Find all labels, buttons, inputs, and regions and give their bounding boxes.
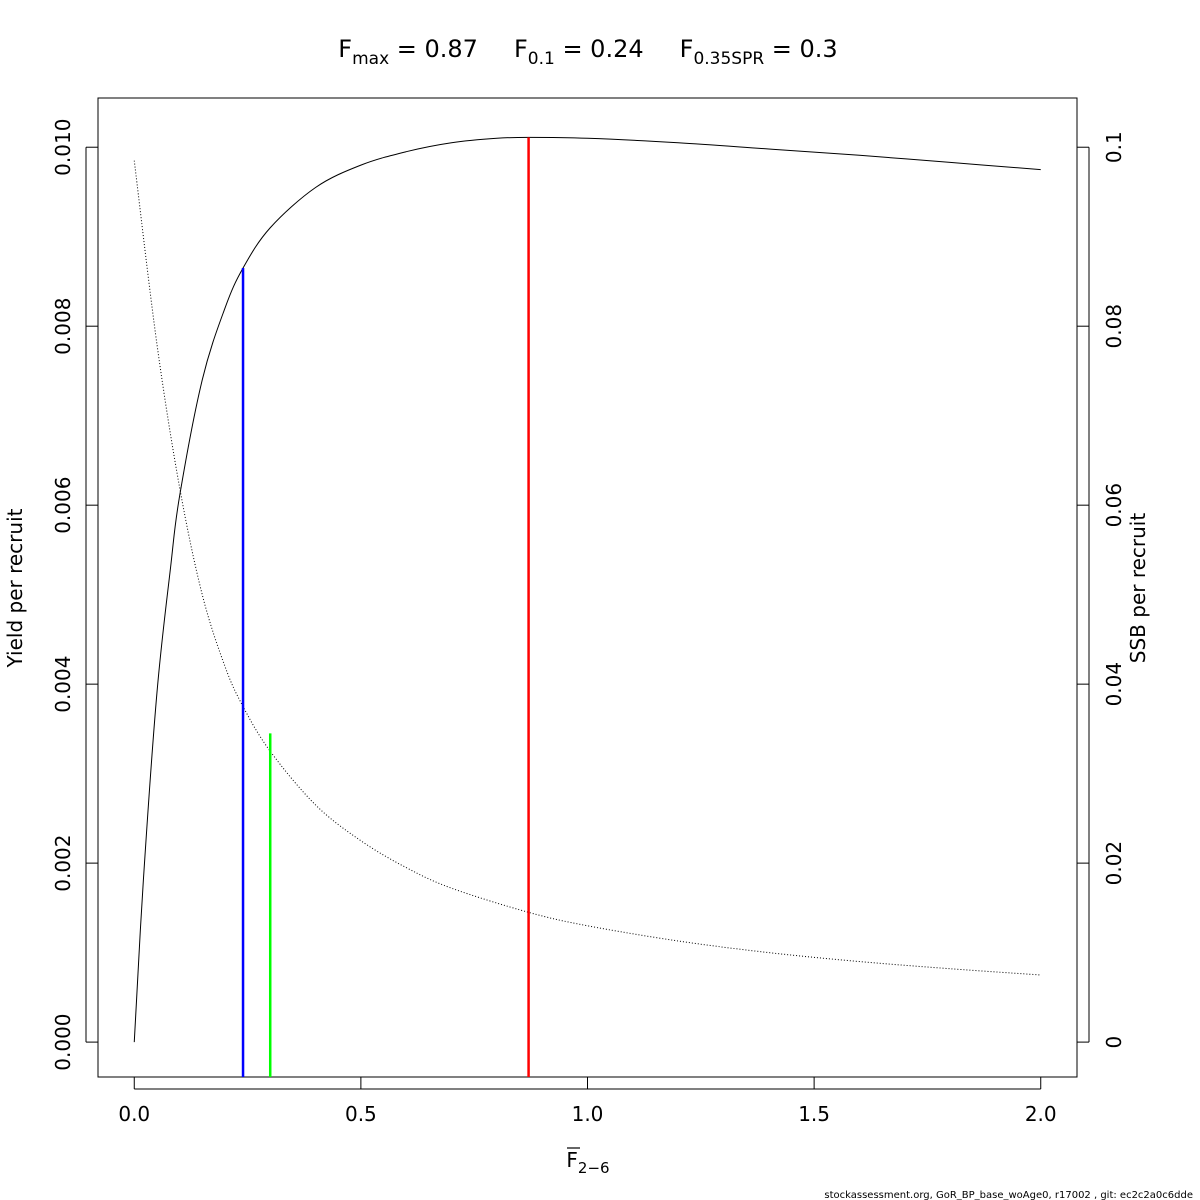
x-axis-label-base: F — [566, 1148, 578, 1172]
x-axis-label: F2−6 — [566, 1148, 609, 1177]
title-f01-value: = 0.24 — [555, 35, 644, 63]
x-tick-label: 1.0 — [572, 1102, 604, 1126]
y-right-tick-label: 0.02 — [1102, 841, 1126, 886]
x-tick-label: 0.5 — [345, 1102, 377, 1126]
y-left-tick-label: 0.006 — [51, 477, 75, 534]
title-fmax-sub: max — [352, 49, 389, 69]
y-left-tick-label: 0.008 — [51, 298, 75, 355]
title-fmax-value: = 0.87 — [389, 35, 478, 63]
x-axis: 0.0 0.5 1.0 1.5 2.0 — [118, 1077, 1057, 1126]
ssb-per-recruit-line — [133, 160, 1041, 976]
x-axis-label-sub: 2−6 — [578, 1159, 610, 1177]
title-fspr-value: = 0.3 — [764, 35, 838, 63]
y-right-tick-label: 0.04 — [1102, 662, 1126, 707]
x-tick-label: 0.0 — [118, 1102, 150, 1126]
title-f01-base: F — [514, 35, 528, 63]
chart-title: Fmax = 0.87 F0.1 = 0.24 F0.35SPR = 0.3 — [338, 35, 837, 69]
y-axis-right-label: SSB per recruit — [1126, 513, 1150, 664]
footer-note: stockassessment.org, GoR_BP_base_woAge0,… — [824, 1190, 1193, 1200]
title-fspr-base: F — [680, 35, 694, 63]
y-axis-left-label: Yield per recruit — [3, 508, 27, 668]
y-axis-left: 0.000 0.002 0.004 0.006 0.008 0.010 — [51, 119, 98, 1071]
x-tick-label: 2.0 — [1025, 1102, 1057, 1126]
y-left-tick-label: 0.010 — [51, 119, 75, 176]
plot-frame — [97, 97, 1078, 1078]
y-left-tick-label: 0.000 — [51, 1013, 75, 1070]
y-axis-right: 0 0.02 0.04 0.06 0.08 0.1 — [1077, 131, 1126, 1048]
x-tick-label: 1.5 — [798, 1102, 830, 1126]
reference-lines — [241, 137, 530, 1077]
y-right-tick-label: 0.08 — [1102, 304, 1126, 349]
y-left-tick-label: 0.004 — [51, 656, 75, 713]
title-fspr-sub: 0.35SPR — [693, 49, 764, 69]
y-right-tick-label: 0 — [1102, 1036, 1126, 1049]
title-f01-sub: 0.1 — [528, 49, 555, 69]
y-left-tick-label: 0.002 — [51, 834, 75, 891]
title-fmax-base: F — [338, 35, 352, 63]
y-right-tick-label: 0.1 — [1102, 131, 1126, 163]
yield-per-recruit-line — [133, 136, 1041, 1043]
y-right-tick-label: 0.06 — [1102, 483, 1126, 528]
series-layer — [133, 136, 1041, 1043]
